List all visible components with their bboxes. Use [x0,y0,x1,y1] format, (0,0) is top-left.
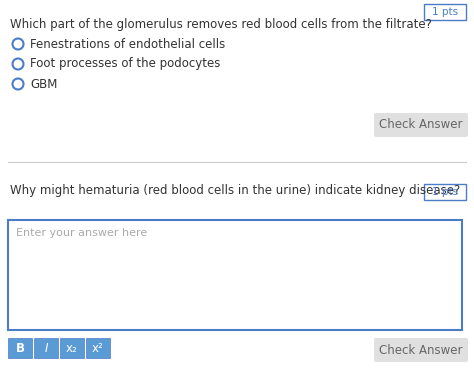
Text: Check Answer: Check Answer [379,119,463,132]
Text: Foot processes of the podocytes: Foot processes of the podocytes [30,58,220,71]
FancyBboxPatch shape [60,338,84,358]
Circle shape [12,59,24,69]
Text: I: I [44,342,48,354]
FancyBboxPatch shape [374,113,468,137]
Text: GBM: GBM [30,78,57,90]
FancyBboxPatch shape [424,4,466,20]
Text: B: B [16,342,25,354]
Text: Why might hematuria (red blood cells in the urine) indicate kidney disease?: Why might hematuria (red blood cells in … [10,184,460,197]
FancyBboxPatch shape [86,338,110,358]
Text: x₂: x₂ [66,342,78,354]
Circle shape [12,39,24,49]
Text: 1 pts: 1 pts [432,7,458,17]
FancyBboxPatch shape [374,338,468,362]
FancyBboxPatch shape [34,338,58,358]
Text: Fenestrations of endothelial cells: Fenestrations of endothelial cells [30,37,225,51]
Text: Which part of the glomerulus removes red blood cells from the filtrate?: Which part of the glomerulus removes red… [10,18,432,31]
Text: 1 pts: 1 pts [432,187,458,197]
FancyBboxPatch shape [8,338,32,358]
Circle shape [12,78,24,90]
FancyBboxPatch shape [424,184,466,200]
Text: x²: x² [92,342,104,354]
Text: Enter your answer here: Enter your answer here [16,228,147,238]
Text: Check Answer: Check Answer [379,344,463,357]
FancyBboxPatch shape [8,220,462,330]
